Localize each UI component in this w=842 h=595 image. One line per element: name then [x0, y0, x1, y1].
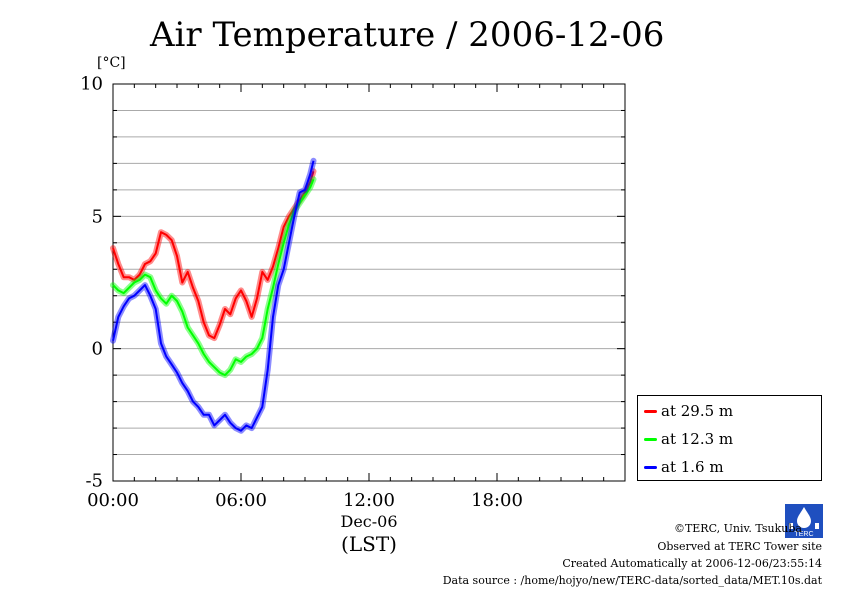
x-tick-label-1800: 18:00 [471, 490, 523, 511]
legend-swatch-red [644, 409, 657, 413]
legend-item-12-3m: at 12.3 m [644, 429, 733, 449]
terc-logo-icon: TERC [785, 504, 823, 538]
series-group [110, 157, 317, 434]
legend-label-1-6m: at 1.6 m [661, 458, 724, 476]
grid-lines [113, 109, 625, 456]
footer-source: Data source : /home/hojyo/new/TERC-data/… [442, 574, 822, 587]
series-line-2 [112, 160, 315, 432]
footer-copyright: ©TERC, Univ. Tsukuba [673, 522, 802, 535]
y-tick-label-minus5: -5 [85, 470, 103, 492]
footer-observed: Observed at TERC Tower site [657, 540, 822, 553]
x-tick-label-0600: 06:00 [215, 490, 267, 511]
legend-swatch-blue [644, 465, 657, 469]
chart-title: Air Temperature / 2006-12-06 [150, 15, 665, 55]
x-tick-label-1200: 12:00 [343, 490, 395, 511]
x-axis-date: Dec-06 [340, 512, 398, 531]
series-line-0 [112, 171, 315, 340]
legend-box: at 29.5 m at 12.3 m at 1.6 m [637, 395, 822, 481]
x-tick-label-0000: 00:00 [87, 490, 139, 511]
legend-swatch-green [644, 437, 657, 441]
y-axis-unit-label: [°C] [97, 55, 126, 71]
legend-label-29-5m: at 29.5 m [661, 402, 734, 420]
x-axis-unit: (LST) [341, 532, 397, 556]
legend-label-12-3m: at 12.3 m [661, 430, 734, 448]
footer-created: Created Automatically at 2006-12-06/23:5… [562, 557, 822, 570]
logo-text: TERC [794, 531, 813, 538]
y-tick-label-0: 0 [91, 338, 103, 360]
series-line-1 [112, 178, 315, 377]
legend-item-1-6m: at 1.6 m [644, 457, 724, 477]
legend-item-29-5m: at 29.5 m [644, 401, 733, 421]
y-tick-label-10: 10 [80, 73, 103, 95]
axis-ticks [112, 83, 626, 482]
y-tick-label-5: 5 [91, 206, 103, 228]
